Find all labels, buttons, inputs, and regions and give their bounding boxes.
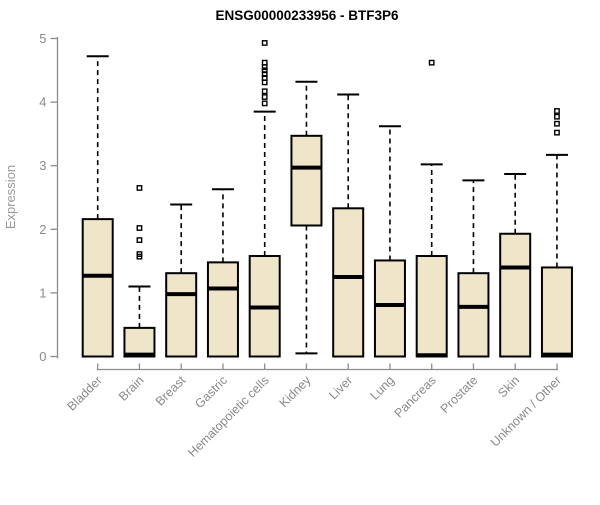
box-hematopoietic-cells (248, 40, 281, 358)
outlier-point (136, 251, 143, 258)
outlier-point (136, 225, 143, 231)
category-label-lung: Lung (368, 373, 398, 403)
outlier-point (261, 88, 268, 95)
outlier-point (261, 94, 268, 100)
y-tick-label: 1 (39, 285, 46, 300)
category-label-skin: Skin (495, 373, 522, 400)
outlier-point (261, 67, 268, 74)
box-bladder (81, 55, 114, 358)
iqr-box (81, 218, 114, 358)
y-tick-label: 3 (39, 158, 46, 173)
iqr-box (457, 272, 490, 358)
y-tick-label: 5 (39, 31, 46, 46)
outlier-point (261, 100, 268, 107)
box-pancreas (415, 59, 448, 358)
category-label-gastric: Gastric (192, 373, 230, 411)
outlier-point (261, 40, 268, 46)
outlier-point (261, 59, 268, 66)
outlier-point (554, 108, 560, 114)
category-label-brain: Brain (116, 373, 147, 404)
iqr-box (415, 255, 448, 358)
y-tick-label: 0 (39, 349, 46, 364)
box-kidney (290, 80, 323, 355)
box-gastric (206, 188, 239, 358)
outlier-point (428, 59, 435, 66)
y-tick-label: 4 (39, 95, 46, 110)
axes: 0 1 2 3 4 5 (39, 31, 558, 371)
box-brain (123, 185, 156, 358)
boxes (81, 40, 573, 358)
box-liver (332, 93, 365, 358)
iqr-box (165, 272, 198, 358)
box-unknown-other (540, 108, 573, 358)
outlier-point (554, 129, 560, 136)
box-lung (373, 125, 406, 358)
iqr-box (123, 326, 156, 358)
category-label-kidney: Kidney (277, 373, 314, 410)
outlier-point (136, 185, 143, 191)
iqr-box (206, 261, 239, 358)
outlier-point (136, 237, 143, 244)
category-label-hematopoietic-cells: Hematopoietic cells (185, 373, 272, 460)
category-label-breast: Breast (153, 373, 189, 409)
box-skin (499, 172, 532, 358)
box-prostate (457, 179, 490, 358)
category-label-bladder: Bladder (64, 373, 104, 413)
y-axis-title: Expression (3, 165, 18, 229)
category-label-pancreas: Pancreas (392, 373, 439, 420)
outlier-point (554, 120, 560, 127)
iqr-box (499, 232, 532, 358)
category-label-liver: Liver (326, 373, 355, 402)
iqr-box (290, 134, 323, 227)
iqr-box (373, 259, 406, 358)
box-breast (165, 203, 198, 358)
category-label-prostate: Prostate (438, 373, 481, 416)
category-label-unknown-other: Unknown / Other (488, 373, 564, 449)
chart-title: ENSG00000233956 - BTF3P6 (215, 8, 399, 23)
outlier-point (261, 64, 268, 71)
outlier-point (554, 113, 560, 120)
outlier-point (261, 79, 268, 86)
y-tick-label: 2 (39, 222, 46, 237)
iqr-box (540, 266, 573, 358)
iqr-box (332, 207, 365, 358)
